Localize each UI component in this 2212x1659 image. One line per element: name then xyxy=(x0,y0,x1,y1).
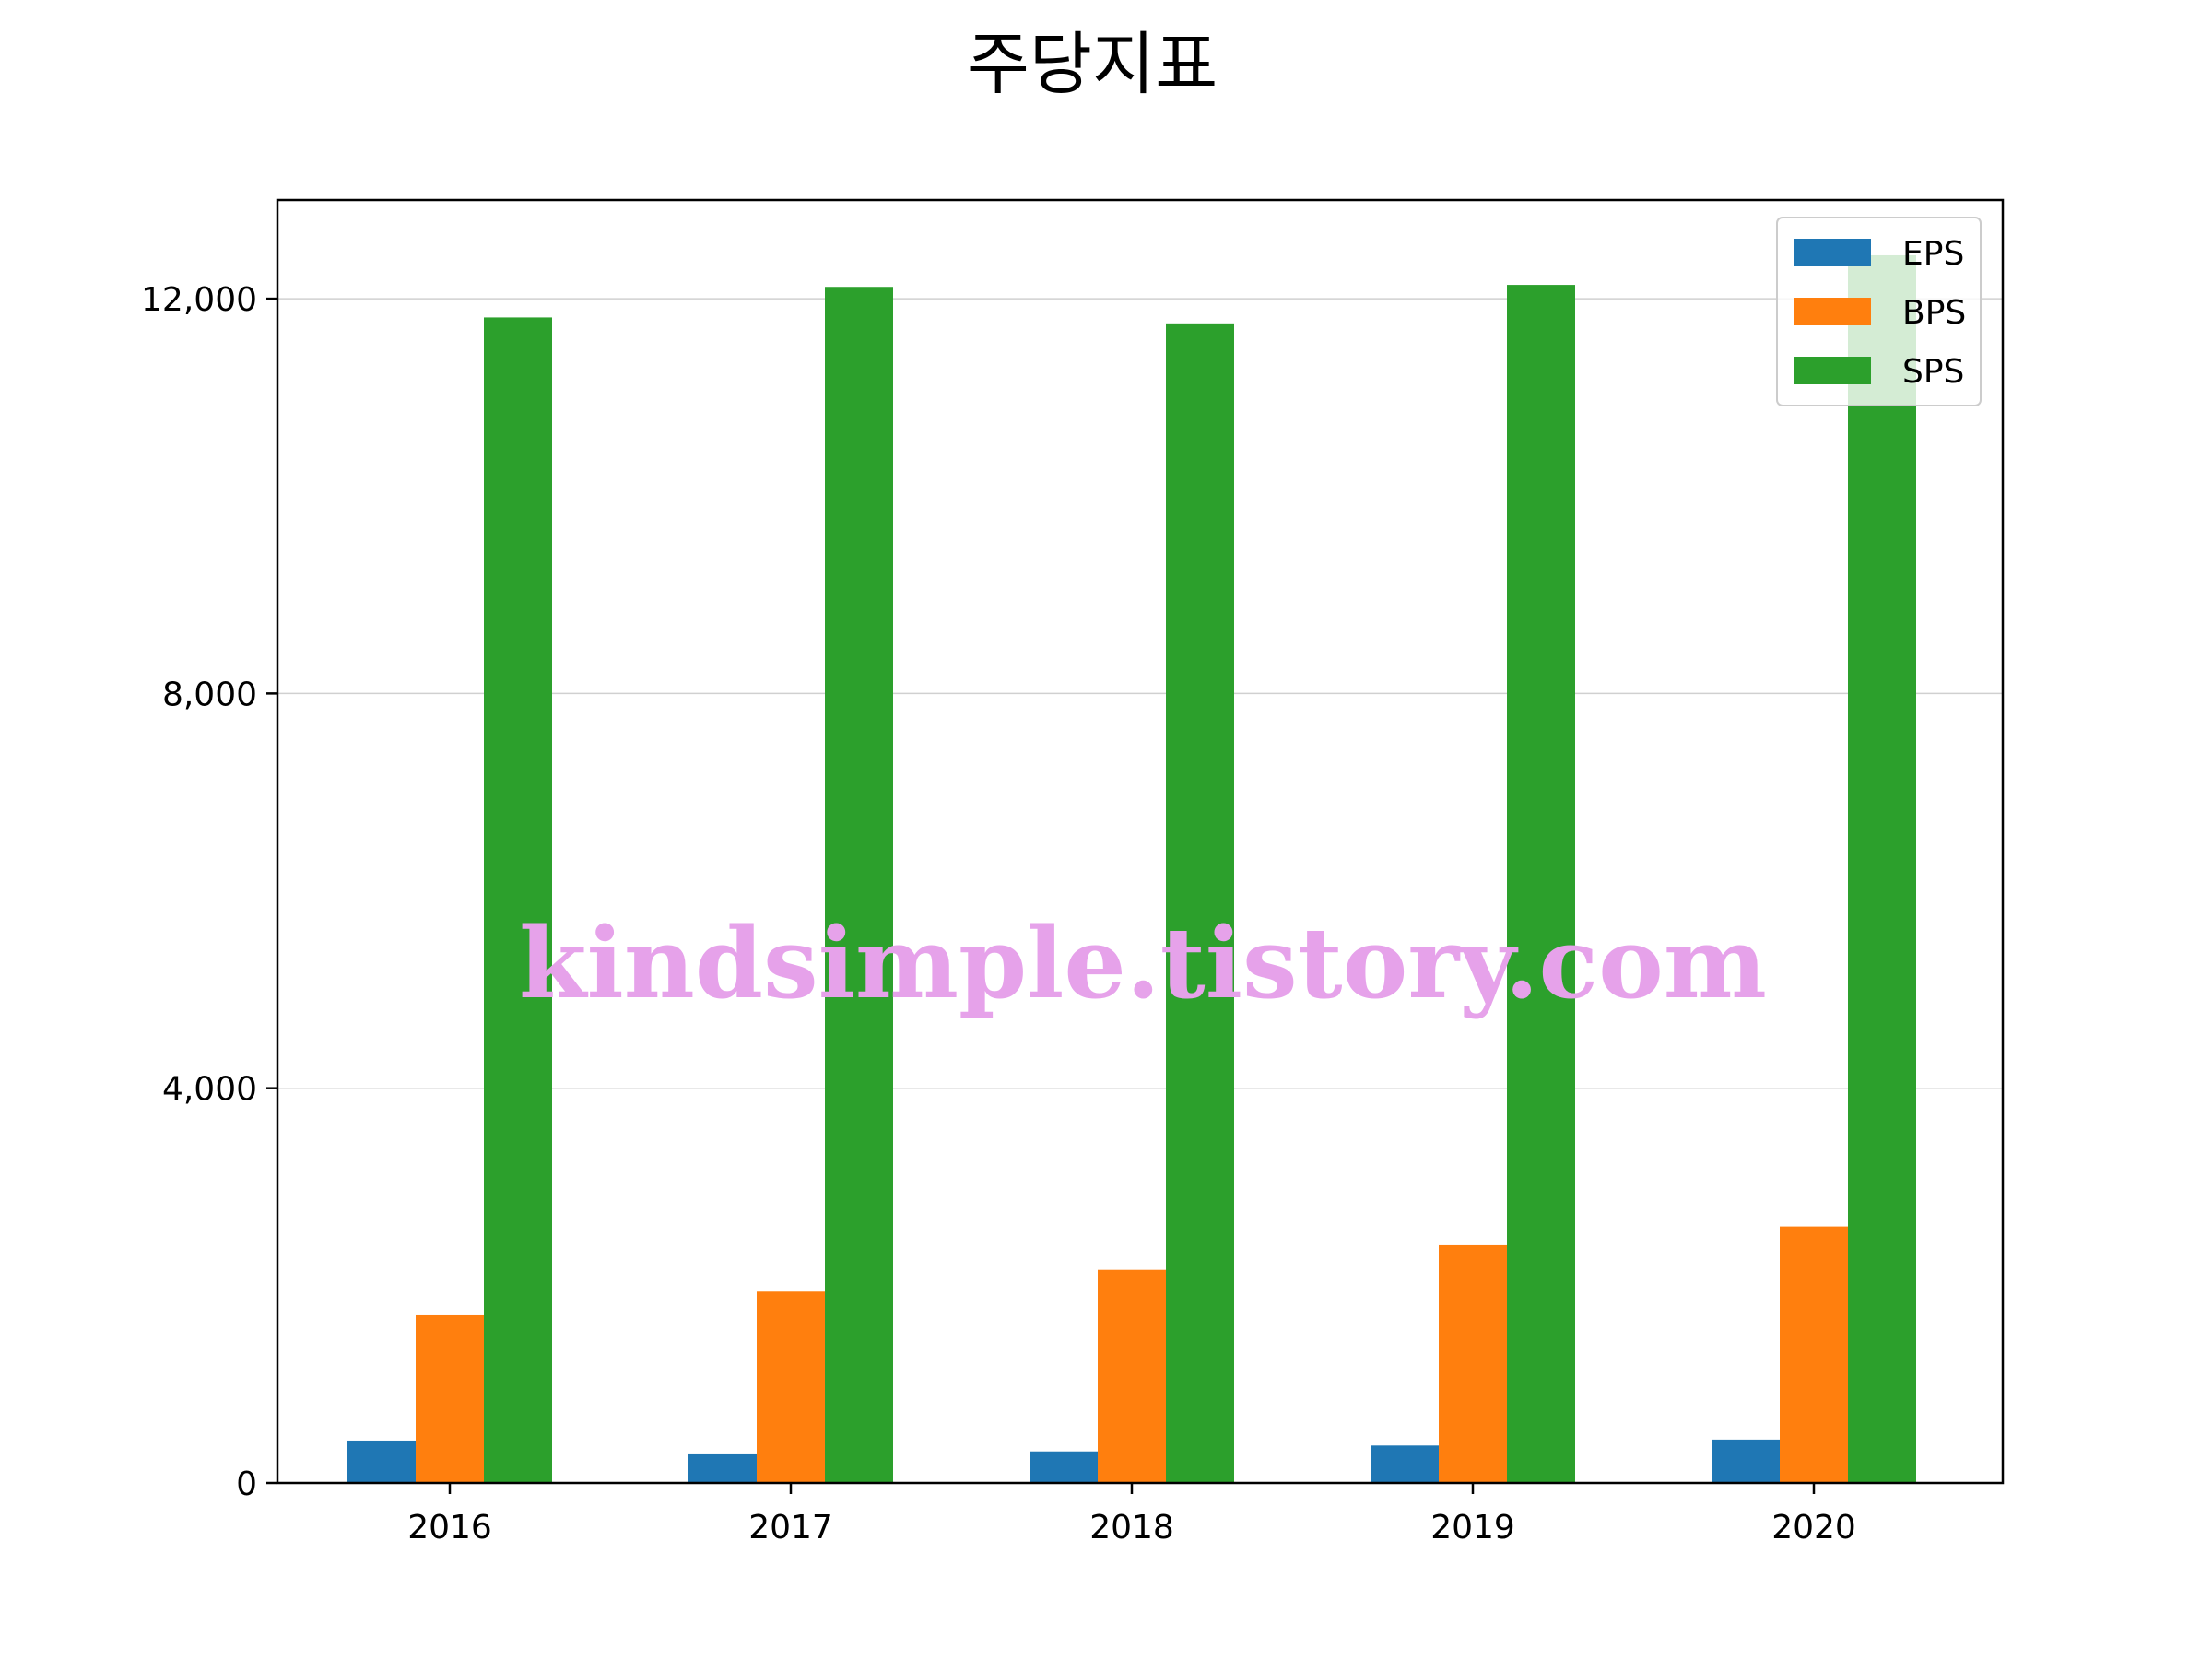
bar-bps-2018 xyxy=(1098,1269,1166,1483)
bar-eps-2017 xyxy=(688,1453,757,1483)
x-tick-label-2017: 2017 xyxy=(748,1509,833,1547)
x-tick-label-2020: 2020 xyxy=(1771,1509,1856,1547)
y-tick-label-1: 4,000 xyxy=(162,1071,257,1109)
watermark-text: kindsimple.tistory.com xyxy=(519,905,1767,1020)
legend-swatch-bps xyxy=(1794,298,1871,325)
bar-eps-2018 xyxy=(1030,1451,1098,1483)
bar-eps-2019 xyxy=(1371,1445,1439,1483)
bar-bps-2017 xyxy=(757,1291,825,1483)
bar-eps-2020 xyxy=(1712,1439,1780,1483)
bar-bps-2016 xyxy=(416,1314,484,1483)
plot-frame xyxy=(276,198,2005,1485)
chart-title: 주당지표 xyxy=(967,25,1218,104)
x-tick-label-2016: 2016 xyxy=(407,1509,492,1547)
grid-lines xyxy=(277,298,2003,1089)
bar-bps-2020 xyxy=(1780,1226,1848,1483)
legend-swatch-sps xyxy=(1794,357,1871,384)
x-tick-label-2019: 2019 xyxy=(1430,1509,1515,1547)
legend-label-bps: BPS xyxy=(1902,294,1966,332)
y-tick-label-3: 12,000 xyxy=(141,281,257,319)
legend-label-sps: SPS xyxy=(1902,353,1964,391)
legend-swatch-eps xyxy=(1794,239,1871,266)
bar-sps-2016 xyxy=(484,317,552,1484)
y-tick-label-2: 8,000 xyxy=(162,676,257,713)
bars xyxy=(347,254,1916,1484)
y-tick-label-0: 0 xyxy=(236,1465,257,1503)
bar-sps-2020 xyxy=(1848,254,1916,1483)
bar-bps-2019 xyxy=(1439,1244,1507,1483)
x-tick-label-2018: 2018 xyxy=(1089,1509,1174,1547)
bar-sps-2018 xyxy=(1166,323,1234,1483)
bar-eps-2016 xyxy=(347,1440,416,1483)
legend-label-eps: EPS xyxy=(1902,235,1964,273)
bar-sps-2019 xyxy=(1507,285,1575,1483)
legend: EPS BPS SPS xyxy=(1776,217,1982,406)
axes: 0 4,000 8,000 12,000 2016 2017 2018 2019 2020 xyxy=(141,281,1856,1547)
bar-sps-2017 xyxy=(825,287,893,1484)
